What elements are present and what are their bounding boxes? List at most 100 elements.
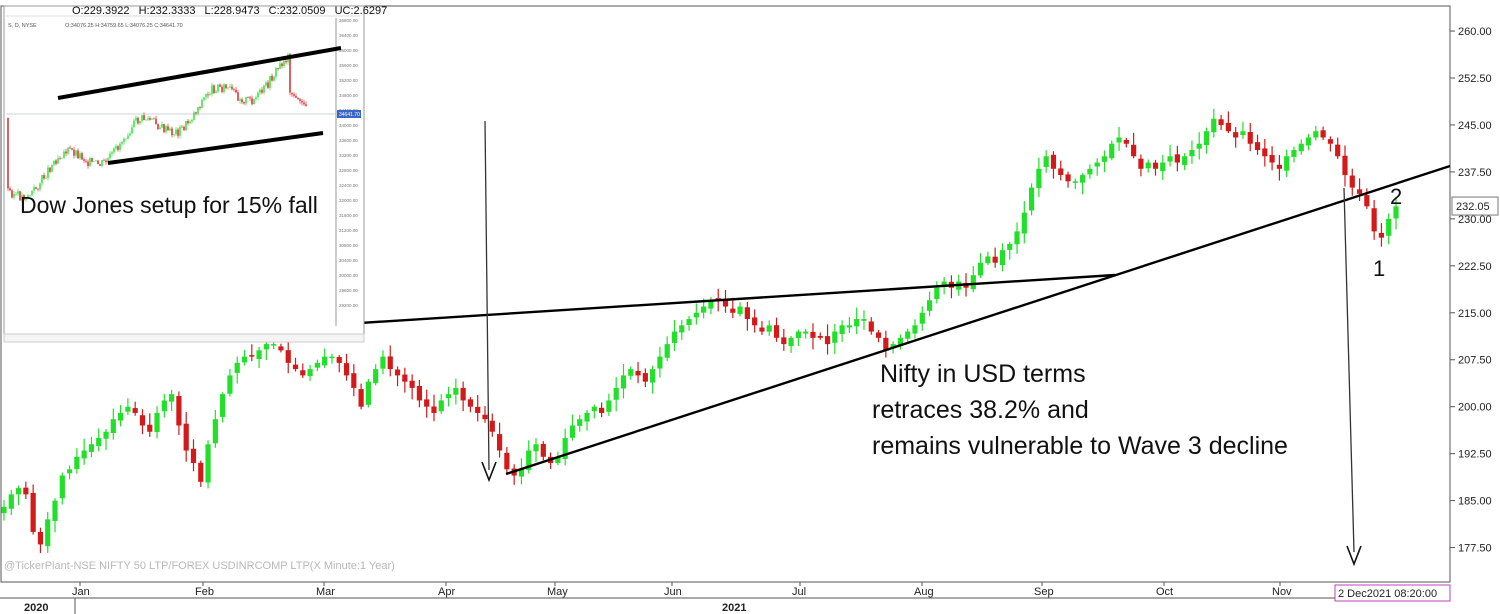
inset-candle-body — [21, 195, 23, 201]
candle-body — [103, 431, 109, 439]
candle-body — [1182, 156, 1188, 165]
down-arrow-2-head — [1346, 545, 1362, 567]
candle-body — [526, 450, 532, 470]
inset-candle-body — [181, 126, 183, 128]
month-label: Jul — [792, 586, 806, 598]
candle-body — [190, 448, 197, 464]
candle-body — [1029, 187, 1035, 211]
inset-candle-body — [97, 160, 99, 165]
inset-candle-body — [13, 193, 15, 198]
y-tick-label: 200.00 — [1458, 402, 1492, 414]
candle-body — [351, 373, 357, 388]
candle-body — [752, 317, 758, 326]
candle-body — [475, 406, 481, 413]
candle-body — [1320, 130, 1326, 138]
inset-candle-body — [11, 190, 13, 198]
inset-candle-body — [127, 135, 129, 139]
inset-candle-body — [303, 102, 305, 105]
inset-candle-body — [7, 118, 9, 189]
candle-body — [278, 346, 284, 351]
candle-body — [759, 327, 765, 332]
inset-candle-body — [15, 193, 17, 195]
rising-support-trendline — [505, 164, 1451, 476]
down-arrow-1-head — [481, 461, 497, 483]
candle-body — [307, 369, 313, 377]
candle-body — [496, 434, 503, 451]
candle-body — [1218, 119, 1224, 125]
inset-candle-body — [79, 153, 81, 159]
inset-candle-body — [169, 128, 171, 131]
candle-body — [504, 452, 510, 470]
inset-candle-body — [275, 67, 277, 77]
candle-body — [74, 456, 80, 470]
inset-candle-body — [235, 89, 237, 93]
inset-candle-body — [153, 118, 155, 120]
inset-y-tick: 29600.00 — [339, 288, 358, 293]
inset-candle-body — [63, 151, 65, 158]
inset-candle-body — [41, 175, 43, 184]
candle-body — [737, 306, 743, 315]
inset-candle-body — [217, 84, 219, 92]
candle-body — [599, 407, 605, 413]
inset-candle-body — [29, 194, 31, 196]
month-label: Sep — [1034, 586, 1054, 598]
inset-candle-body — [23, 195, 25, 200]
candle-body — [708, 300, 714, 309]
inset-candle-body — [17, 191, 19, 194]
inset-candle-body — [249, 97, 251, 99]
inset-candle-body — [65, 151, 67, 154]
candle-body — [15, 488, 22, 495]
inset-candle-body — [227, 87, 229, 89]
inset-candle-body — [231, 86, 233, 90]
inset-candle-body — [49, 167, 51, 172]
candle-body — [241, 356, 248, 363]
inset-last-box — [337, 110, 361, 118]
inset-candle-body — [109, 153, 111, 159]
inset-candle-body — [157, 124, 159, 130]
inset-candle-body — [37, 188, 39, 190]
inset-candle-body — [255, 97, 257, 100]
candle-body — [635, 370, 641, 376]
inset-candle-body — [47, 167, 49, 178]
inset-candle-body — [211, 85, 213, 95]
inset-candle-body — [141, 115, 143, 122]
candle-body — [8, 494, 14, 509]
candle-body — [803, 331, 809, 334]
inset-candle-body — [205, 94, 207, 98]
inset-y-tick: 29200.00 — [339, 303, 358, 308]
month-label: Jun — [664, 586, 682, 598]
inset-y-tick: 33600.00 — [339, 138, 358, 143]
candle-body — [555, 456, 561, 463]
inset-candle-body — [289, 54, 291, 93]
inset-y-tick: 36400.00 — [339, 33, 358, 38]
candle-body — [701, 306, 707, 313]
inset-candle-body — [71, 148, 73, 150]
candle-body — [23, 487, 29, 495]
y-tick-label: 185.00 — [1458, 496, 1492, 508]
down-arrow-1-shaft — [484, 120, 490, 471]
candle-body — [1094, 162, 1100, 167]
candle-body — [722, 300, 729, 307]
candle-body — [373, 369, 379, 384]
y-tick-label: 245.00 — [1458, 120, 1492, 132]
candle-body — [766, 325, 772, 332]
y-tick-label: 215.00 — [1458, 308, 1492, 320]
inset-candle-body — [67, 147, 69, 154]
inset-last-label: 34641.70 — [339, 112, 360, 118]
candle-body — [1349, 175, 1355, 188]
candle-body — [744, 307, 750, 320]
inset-candle-body — [151, 118, 153, 120]
candle-body — [482, 414, 488, 420]
inset-y-tick: 30400.00 — [339, 258, 358, 263]
candle-body — [132, 408, 138, 413]
inset-candle-body — [251, 98, 253, 105]
y-tick-label: 260.00 — [1458, 26, 1492, 38]
inset-candle-body — [101, 159, 103, 166]
candle-body — [1123, 139, 1129, 144]
inset-candle-body — [69, 147, 71, 149]
inset-candle-body — [81, 153, 83, 160]
y-tick-label: 207.50 — [1458, 355, 1492, 367]
inset-candle-body — [179, 126, 181, 136]
